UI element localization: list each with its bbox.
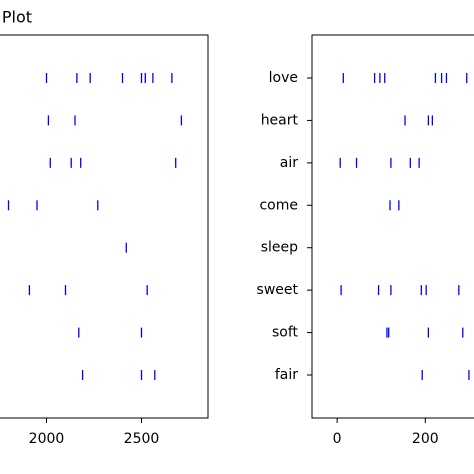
- y-tick-label: love: [269, 70, 298, 86]
- plot-frame: [311, 34, 474, 419]
- x-tick-label: 2500: [124, 431, 160, 447]
- y-tick-label: fair: [275, 367, 298, 383]
- x-tick-label: 200: [412, 431, 439, 447]
- x-tick-label: 0: [333, 431, 342, 447]
- plot-frame: [0, 34, 209, 419]
- y-tick-label: sweet: [257, 282, 299, 298]
- chart-title: Plot: [2, 8, 32, 27]
- y-tick-label: air: [280, 155, 298, 171]
- y-tick-label: heart: [261, 112, 299, 128]
- y-tick-label: soft: [272, 325, 299, 341]
- y-tick-label: come: [259, 197, 298, 213]
- x-tick-label: 2000: [29, 431, 65, 447]
- y-tick-label: sleep: [261, 240, 298, 256]
